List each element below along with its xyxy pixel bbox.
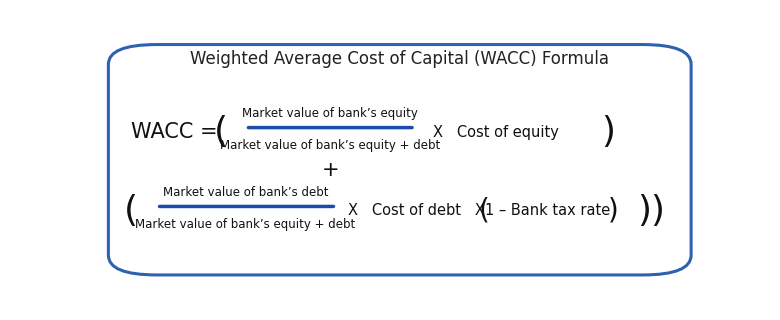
Text: Market value of bank’s equity + debt: Market value of bank’s equity + debt: [220, 139, 441, 152]
Text: +: +: [321, 160, 339, 180]
FancyBboxPatch shape: [108, 44, 691, 275]
Text: X   Cost of debt   X: X Cost of debt X: [349, 204, 485, 218]
Text: )): )): [637, 194, 665, 228]
Text: ): ): [608, 197, 619, 225]
Text: Market value of bank’s debt: Market value of bank’s debt: [163, 186, 328, 199]
Text: (: (: [215, 115, 229, 149]
Text: Weighted Average Cost of Capital (WACC) Formula: Weighted Average Cost of Capital (WACC) …: [190, 50, 609, 68]
Text: (: (: [124, 194, 138, 228]
Text: Market value of bank’s equity + debt: Market value of bank’s equity + debt: [136, 218, 356, 231]
Text: X   Cost of equity: X Cost of equity: [433, 124, 559, 140]
Text: WACC =: WACC =: [131, 122, 218, 142]
Text: (: (: [479, 197, 490, 225]
Text: Market value of bank’s equity: Market value of bank’s equity: [243, 107, 418, 120]
Text: 1 – Bank tax rate: 1 – Bank tax rate: [485, 204, 611, 218]
Text: ): ): [601, 115, 615, 149]
